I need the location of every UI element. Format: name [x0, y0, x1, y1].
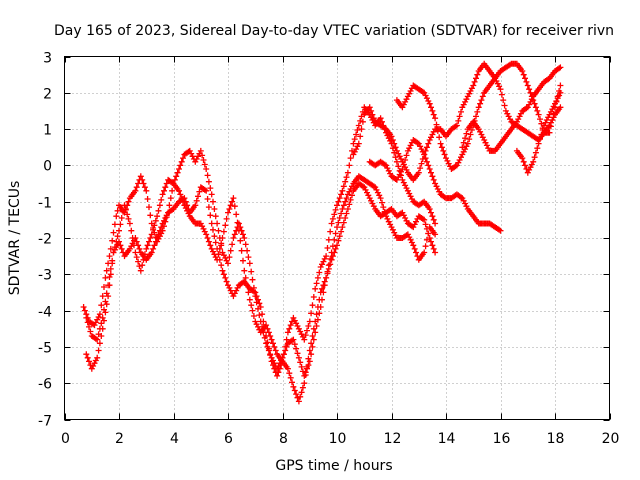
- y-tick-label: 2: [43, 87, 52, 103]
- x-tick-label: 16: [493, 431, 511, 447]
- x-tick-label: 10: [329, 431, 347, 447]
- axis-ticks: [64, 56, 611, 421]
- data-point-markers: [393, 60, 564, 172]
- x-tick-label: 14: [438, 431, 456, 447]
- x-tick-label: 12: [384, 431, 402, 447]
- chart-title: Day 165 of 2023, Sidereal Day-to-day VTE…: [54, 23, 614, 39]
- series-track-7: [459, 64, 564, 154]
- y-tick-label: -3: [38, 268, 52, 284]
- series-track-8: [513, 89, 564, 176]
- data-point-markers: [459, 64, 564, 154]
- data-point-markers: [80, 147, 439, 379]
- x-tick-label: 0: [61, 431, 70, 447]
- x-tick-label: 8: [279, 431, 288, 447]
- series-track-1: [80, 147, 439, 379]
- y-tick-label: 3: [43, 51, 52, 67]
- data-markers: [80, 60, 564, 405]
- data-point-markers: [83, 104, 439, 372]
- x-axis-label: GPS time / hours: [275, 458, 392, 474]
- y-tick-label: -1: [38, 196, 52, 212]
- y-tick-label: -4: [38, 305, 52, 321]
- y-axis-label: SDTVAR / TECUs: [7, 181, 23, 296]
- x-tick-labels: 0 2 4 6 8 10 12 14 16 18 20: [61, 431, 619, 447]
- y-tick-label: -2: [38, 232, 52, 248]
- x-tick-label: 6: [224, 431, 233, 447]
- series-track-3: [83, 180, 439, 405]
- y-tick-label: 1: [43, 123, 52, 139]
- y-tick-label: -5: [38, 341, 52, 357]
- series-track-5: [366, 137, 504, 234]
- y-tick-label: -7: [38, 414, 52, 430]
- plot-frame: [64, 56, 610, 420]
- y-tick-labels: -7 -6 -5 -4 -3 -2 -1 0 1 2 3: [38, 51, 52, 430]
- x-tick-label: 20: [602, 431, 620, 447]
- series-track-6: [393, 60, 564, 172]
- data-point-markers: [366, 137, 504, 234]
- y-tick-label: 0: [43, 159, 52, 175]
- y-tick-label: -6: [38, 377, 52, 393]
- data-point-markers: [513, 89, 564, 176]
- grid: [64, 56, 610, 420]
- x-tick-label: 4: [170, 431, 179, 447]
- x-tick-label: 18: [547, 431, 565, 447]
- x-tick-label: 2: [115, 431, 124, 447]
- series-track-2: [83, 104, 439, 372]
- data-point-markers: [83, 180, 439, 405]
